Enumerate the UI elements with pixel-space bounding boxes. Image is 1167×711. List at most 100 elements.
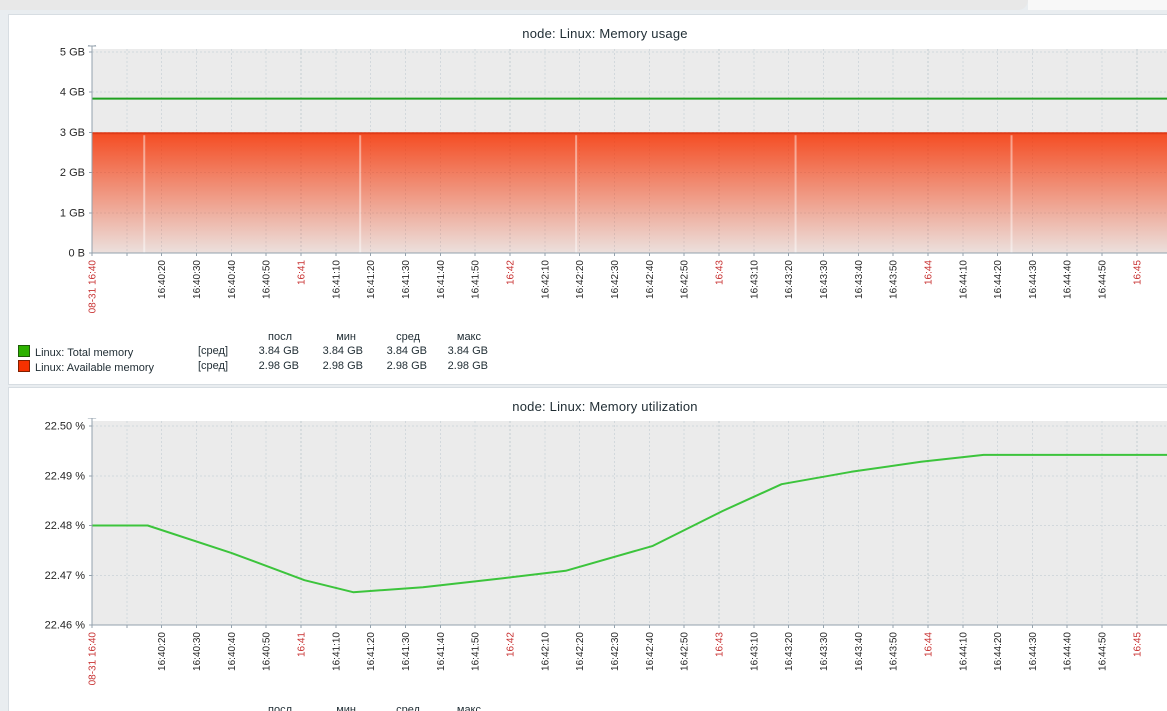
svg-text:16:40:30: 16:40:30 — [192, 260, 203, 299]
memory-utilization-panel: node: Linux: Memory utilization 22.50 % 2… — [8, 387, 1167, 711]
legend-value: 3.84 GB — [322, 344, 363, 357]
svg-text:2 GB: 2 GB — [60, 167, 85, 179]
svg-text:16:41: 16:41 — [296, 632, 307, 657]
svg-text:16:41:10: 16:41:10 — [331, 260, 342, 299]
y-axis-labels: 22.50 % 22.49 % 22.48 % 22.47 % 22.46 % — [45, 421, 86, 632]
svg-text:16:44:30: 16:44:30 — [1028, 632, 1039, 671]
x-axis-labels: 08-31 16:40 16:40:20 16:40:30 16:40:40 16:40… — [88, 260, 1144, 314]
legend-header-spacer — [196, 704, 248, 711]
svg-text:16:44:50: 16:44:50 — [1098, 632, 1109, 671]
plot-background — [92, 421, 1167, 625]
svg-text:08-31 16:40: 08-31 16:40 — [88, 632, 99, 686]
svg-text:16:41:40: 16:41:40 — [436, 260, 447, 299]
svg-text:16:41:20: 16:41:20 — [366, 260, 377, 299]
svg-text:16:42: 16:42 — [505, 632, 516, 657]
svg-text:16:42:30: 16:42:30 — [610, 260, 621, 299]
svg-text:16:42:10: 16:42:10 — [540, 260, 551, 299]
svg-text:16:41:50: 16:41:50 — [471, 632, 482, 671]
svg-text:16:40:50: 16:40:50 — [262, 632, 273, 671]
browser-tab-bar — [0, 0, 1028, 10]
legend-col-header: макс — [456, 704, 481, 711]
legend-col-header: сред — [396, 331, 420, 343]
svg-text:16:42:50: 16:42:50 — [680, 632, 691, 671]
y-axis-arrow-icon — [87, 45, 97, 47]
browser-tab-bar-spacer — [1028, 0, 1167, 10]
svg-text:16:44:20: 16:44:20 — [993, 632, 1004, 671]
svg-text:16:43:50: 16:43:50 — [889, 260, 900, 299]
legend-series-label: Linux: Available memory — [18, 360, 196, 376]
legend-value: 2.98 GB — [322, 360, 363, 372]
legend-header-row: посл мин сред макс — [18, 704, 488, 711]
memory-utilization-graph[interactable]: 22.50 % 22.49 % 22.48 % 22.47 % 22.46 %08-31… — [9, 418, 1167, 706]
svg-text:16:45: 16:45 — [1132, 632, 1143, 657]
svg-text:16:41:20: 16:41:20 — [366, 632, 377, 671]
svg-text:0 B: 0 B — [68, 248, 85, 260]
svg-text:4 GB: 4 GB — [60, 87, 85, 99]
svg-text:16:44: 16:44 — [923, 260, 934, 285]
legend-row: Linux: Total memory [сред] 3.84 GB 3.84 GB 3… — [18, 344, 488, 361]
svg-text:1 GB: 1 GB — [60, 207, 85, 219]
svg-text:16:43:30: 16:43:30 — [819, 632, 830, 671]
legend-col-header: мин — [336, 704, 356, 711]
svg-text:16:42:50: 16:42:50 — [680, 260, 691, 299]
memory-usage-graph[interactable]: 5 GB 4 GB 3 GB 2 GB 1 GB 0 B08-31 16:40 16:40:… — [9, 45, 1167, 333]
svg-text:16:44: 16:44 — [923, 632, 934, 657]
x-axis-labels: 08-31 16:40 16:40:20 16:40:30 16:40:40 16:40… — [88, 632, 1144, 686]
svg-text:16:40:20: 16:40:20 — [157, 632, 168, 671]
svg-text:22.50 %: 22.50 % — [45, 421, 86, 433]
axes — [89, 418, 1167, 628]
svg-text:22.49 %: 22.49 % — [45, 470, 86, 482]
svg-text:16:43: 16:43 — [714, 632, 725, 657]
legend-col-header: посл — [268, 331, 292, 343]
legend-value: 3.84 GB — [386, 344, 427, 357]
legend-header-row: посл мин сред макс — [18, 331, 488, 345]
svg-text:08-31 16:40: 08-31 16:40 — [88, 260, 99, 314]
legend-row: Linux: Available memory [сред] 2.98 GB 2.98… — [18, 360, 488, 376]
legend-col-header: мин — [336, 331, 356, 343]
svg-text:16:44:40: 16:44:40 — [1063, 260, 1074, 299]
svg-text:16:44:30: 16:44:30 — [1028, 260, 1039, 299]
legend-func: [сред] — [198, 344, 229, 357]
svg-text:16:41:40: 16:41:40 — [436, 632, 447, 671]
svg-text:5 GB: 5 GB — [60, 47, 85, 59]
svg-text:16:42:20: 16:42:20 — [575, 632, 586, 671]
memory-utilization-legend: посл мин сред макс — [18, 704, 488, 711]
chart-title-memory-utilization: node: Linux: Memory utilization — [512, 399, 698, 414]
svg-text:16:41:10: 16:41:10 — [331, 632, 342, 671]
svg-text:16:43:20: 16:43:20 — [784, 260, 795, 299]
svg-text:22.48 %: 22.48 % — [45, 520, 86, 532]
legend-func: [сред] — [198, 360, 229, 372]
legend-value: 3.84 GB — [258, 344, 299, 357]
svg-text:16:44:50: 16:44:50 — [1098, 260, 1109, 299]
svg-text:16:44:10: 16:44:10 — [958, 260, 969, 299]
svg-text:16:45: 16:45 — [1132, 260, 1143, 285]
series-area — [92, 132, 1167, 253]
y-axis-labels: 5 GB 4 GB 3 GB 2 GB 1 GB 0 B — [60, 47, 85, 260]
legend-value: 2.98 GB — [386, 360, 427, 372]
legend-header-spacer — [18, 331, 196, 345]
svg-text:16:40:30: 16:40:30 — [192, 632, 203, 671]
svg-text:16:41:50: 16:41:50 — [471, 260, 482, 299]
axes — [89, 45, 1167, 256]
svg-text:16:42: 16:42 — [505, 260, 516, 285]
svg-text:16:43:30: 16:43:30 — [819, 260, 830, 299]
svg-text:16:40:20: 16:40:20 — [157, 260, 168, 299]
svg-text:16:40:40: 16:40:40 — [227, 260, 238, 299]
svg-text:16:42:40: 16:42:40 — [645, 260, 656, 299]
legend-header-spacer — [196, 331, 248, 345]
legend-value: 2.98 GB — [258, 360, 299, 372]
memory-usage-legend: посл мин сред макс Linux: Total memory [сред]… — [18, 331, 488, 376]
memory-usage-panel: node: Linux: Memory usage 5 GB 4 GB 3 GB 2 … — [8, 14, 1167, 385]
svg-text:16:44:40: 16:44:40 — [1063, 632, 1074, 671]
svg-text:16:43:10: 16:43:10 — [749, 260, 760, 299]
legend-header-spacer — [18, 704, 196, 711]
svg-text:16:42:30: 16:42:30 — [610, 632, 621, 671]
svg-text:22.46 %: 22.46 % — [45, 620, 86, 632]
svg-text:16:43:10: 16:43:10 — [749, 632, 760, 671]
svg-text:16:44:10: 16:44:10 — [958, 632, 969, 671]
svg-text:16:41: 16:41 — [296, 260, 307, 285]
svg-text:3 GB: 3 GB — [60, 127, 85, 139]
svg-text:16:43:40: 16:43:40 — [854, 260, 865, 299]
svg-text:16:43:20: 16:43:20 — [784, 632, 795, 671]
svg-text:16:42:10: 16:42:10 — [540, 632, 551, 671]
